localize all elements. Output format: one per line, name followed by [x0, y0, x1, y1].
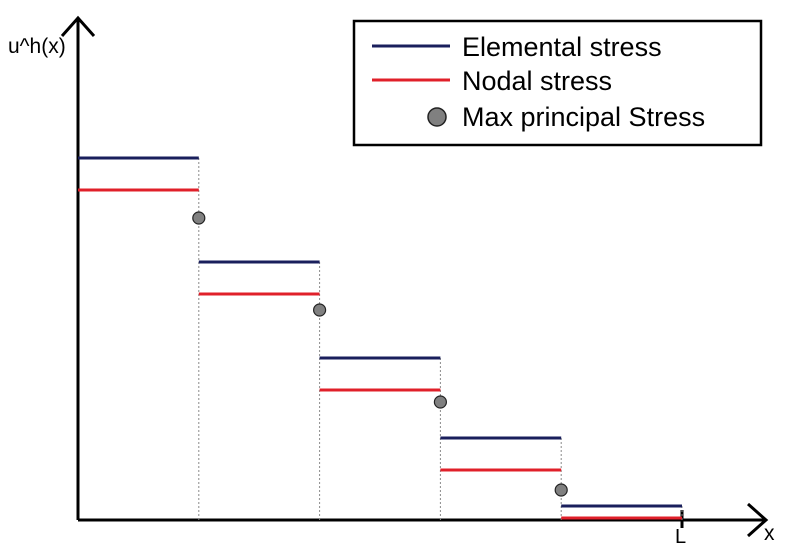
max-principal-stress-point-4 [554, 483, 568, 497]
x-end-tick-label: L [675, 526, 686, 548]
legend: Elemental stress Nodal stress Max princi… [352, 19, 763, 147]
nodal-stress-series [78, 188, 682, 520]
x-axis-arrowhead [747, 502, 769, 538]
max-principal-stress-point-3 [433, 395, 447, 409]
max-principal-stress-series [192, 211, 568, 497]
axes: u^h(x) x L [8, 15, 775, 548]
elemental-stress-series [78, 156, 682, 508]
legend-max-principal-marker [427, 107, 447, 127]
element-boundary-connectors [198, 158, 683, 520]
y-axis-label: u^h(x) [8, 35, 66, 58]
max-principal-stress-point-1 [192, 211, 206, 225]
legend-elemental-label: Elemental stress [462, 32, 662, 62]
legend-max-principal-label: Max principal Stress [462, 102, 705, 132]
y-axis-arrowhead [60, 15, 96, 37]
legend-nodal-label: Nodal stress [462, 66, 612, 96]
legend-box [352, 19, 763, 147]
max-principal-stress-point-2 [313, 303, 327, 317]
x-axis-label: x [764, 522, 775, 545]
